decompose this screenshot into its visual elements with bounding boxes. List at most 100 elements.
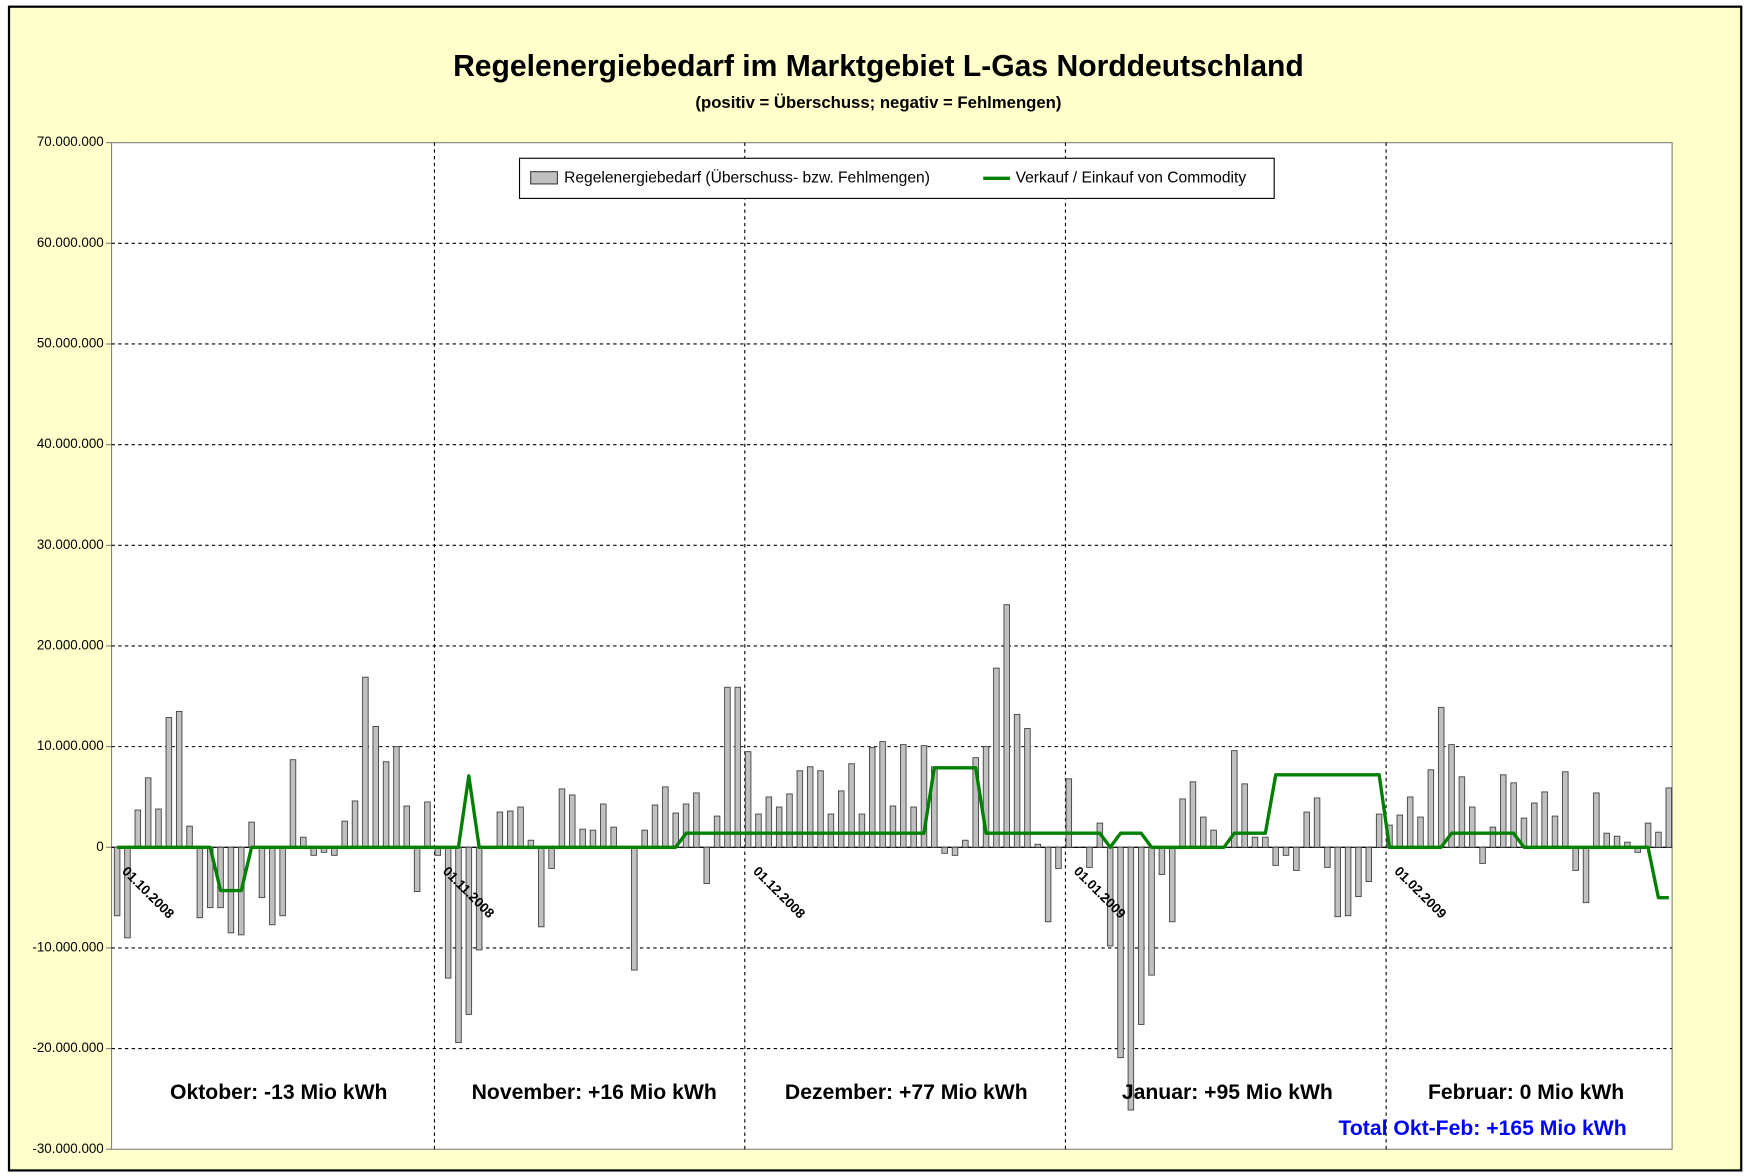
bar — [589, 829, 597, 848]
bar — [951, 846, 959, 856]
bar — [1148, 846, 1155, 976]
bar — [962, 839, 969, 848]
bar — [1448, 744, 1455, 848]
y-tick-label: 10.000.000 — [37, 738, 104, 753]
bar — [982, 746, 990, 848]
bar — [1562, 771, 1569, 848]
bar — [496, 811, 504, 848]
bar — [1189, 781, 1197, 848]
bar — [134, 809, 142, 848]
bar — [1489, 826, 1497, 848]
bar — [351, 800, 359, 848]
bar — [1127, 846, 1135, 1111]
bar — [124, 846, 131, 939]
annotation: Januar: +95 Mio kWh — [1122, 1081, 1333, 1104]
bar — [765, 796, 773, 848]
bar — [631, 846, 638, 971]
bar — [382, 761, 390, 848]
bar — [1262, 836, 1269, 848]
bar — [403, 805, 410, 848]
bar — [155, 808, 162, 848]
bar — [786, 793, 793, 848]
bar — [424, 801, 431, 848]
bar — [1593, 792, 1600, 848]
bar — [1375, 813, 1383, 848]
bar — [1200, 816, 1207, 848]
y-tick-label: -10.000.000 — [32, 939, 103, 954]
bar — [372, 726, 379, 848]
bar — [393, 746, 400, 848]
bar — [662, 786, 669, 848]
bar — [910, 806, 917, 848]
bar — [900, 744, 907, 848]
bar — [517, 806, 524, 848]
bar — [1055, 846, 1062, 869]
bar — [362, 676, 369, 848]
legend-box — [518, 157, 1275, 199]
bar — [538, 846, 545, 928]
bar — [1334, 846, 1341, 918]
y-tick-label: -30.000.000 — [32, 1141, 103, 1156]
y-tick-label: 30.000.000 — [37, 537, 104, 552]
bar — [1531, 802, 1538, 848]
bar — [1324, 846, 1331, 868]
bar — [1065, 778, 1073, 848]
bar — [1479, 846, 1486, 864]
bar — [1158, 846, 1166, 875]
bar — [1582, 846, 1590, 904]
bar — [1313, 797, 1321, 848]
bar — [1655, 831, 1662, 848]
bar — [806, 766, 814, 848]
bar — [506, 810, 514, 848]
bar — [817, 770, 824, 848]
legend-label: Verkauf / Einkauf von Commodity — [1016, 169, 1247, 186]
legend-swatch — [530, 171, 558, 185]
bar — [258, 846, 266, 899]
bar — [1665, 787, 1673, 848]
bar — [1355, 846, 1362, 898]
bar — [682, 803, 690, 848]
bar — [610, 826, 617, 848]
bar — [600, 803, 607, 848]
bar — [703, 846, 710, 884]
bar — [175, 710, 183, 848]
bar — [1551, 815, 1559, 848]
bar — [920, 745, 928, 848]
line — [117, 766, 1669, 900]
bar — [1417, 816, 1424, 848]
bar — [1510, 782, 1517, 848]
bar — [269, 846, 276, 926]
chart-subtitle: (positiv = Überschuss; negativ = Fehlmen… — [695, 93, 1061, 112]
bar — [1210, 829, 1217, 848]
annotation: Dezember: +77 Mio kWh — [785, 1081, 1028, 1104]
bar — [1396, 814, 1404, 848]
bar — [1541, 791, 1548, 848]
y-tick-label: -20.000.000 — [32, 1040, 103, 1055]
bar — [1137, 846, 1145, 1025]
bar — [1003, 604, 1010, 848]
bar — [413, 846, 421, 893]
bar — [744, 751, 752, 848]
bar — [196, 846, 204, 919]
bar — [1427, 769, 1435, 848]
bar — [1344, 846, 1352, 917]
marks — [113, 604, 1673, 1111]
bar — [1406, 796, 1414, 848]
bar — [341, 820, 348, 848]
annotation: Februar: 0 Mio kWh — [1428, 1081, 1624, 1104]
bar — [569, 794, 576, 848]
y-tick-label: 20.000.000 — [37, 637, 104, 652]
bar — [651, 804, 659, 848]
bar — [548, 846, 555, 869]
annotation: November: +16 Mio kWh — [472, 1081, 717, 1104]
bar — [1034, 843, 1042, 848]
bar — [879, 741, 886, 848]
bar — [1603, 832, 1610, 848]
bar — [1469, 806, 1476, 848]
bar — [1251, 836, 1259, 848]
bar — [279, 846, 286, 917]
bar — [465, 846, 473, 1015]
bar — [1644, 822, 1652, 848]
y-tick-label: 60.000.000 — [37, 235, 104, 250]
